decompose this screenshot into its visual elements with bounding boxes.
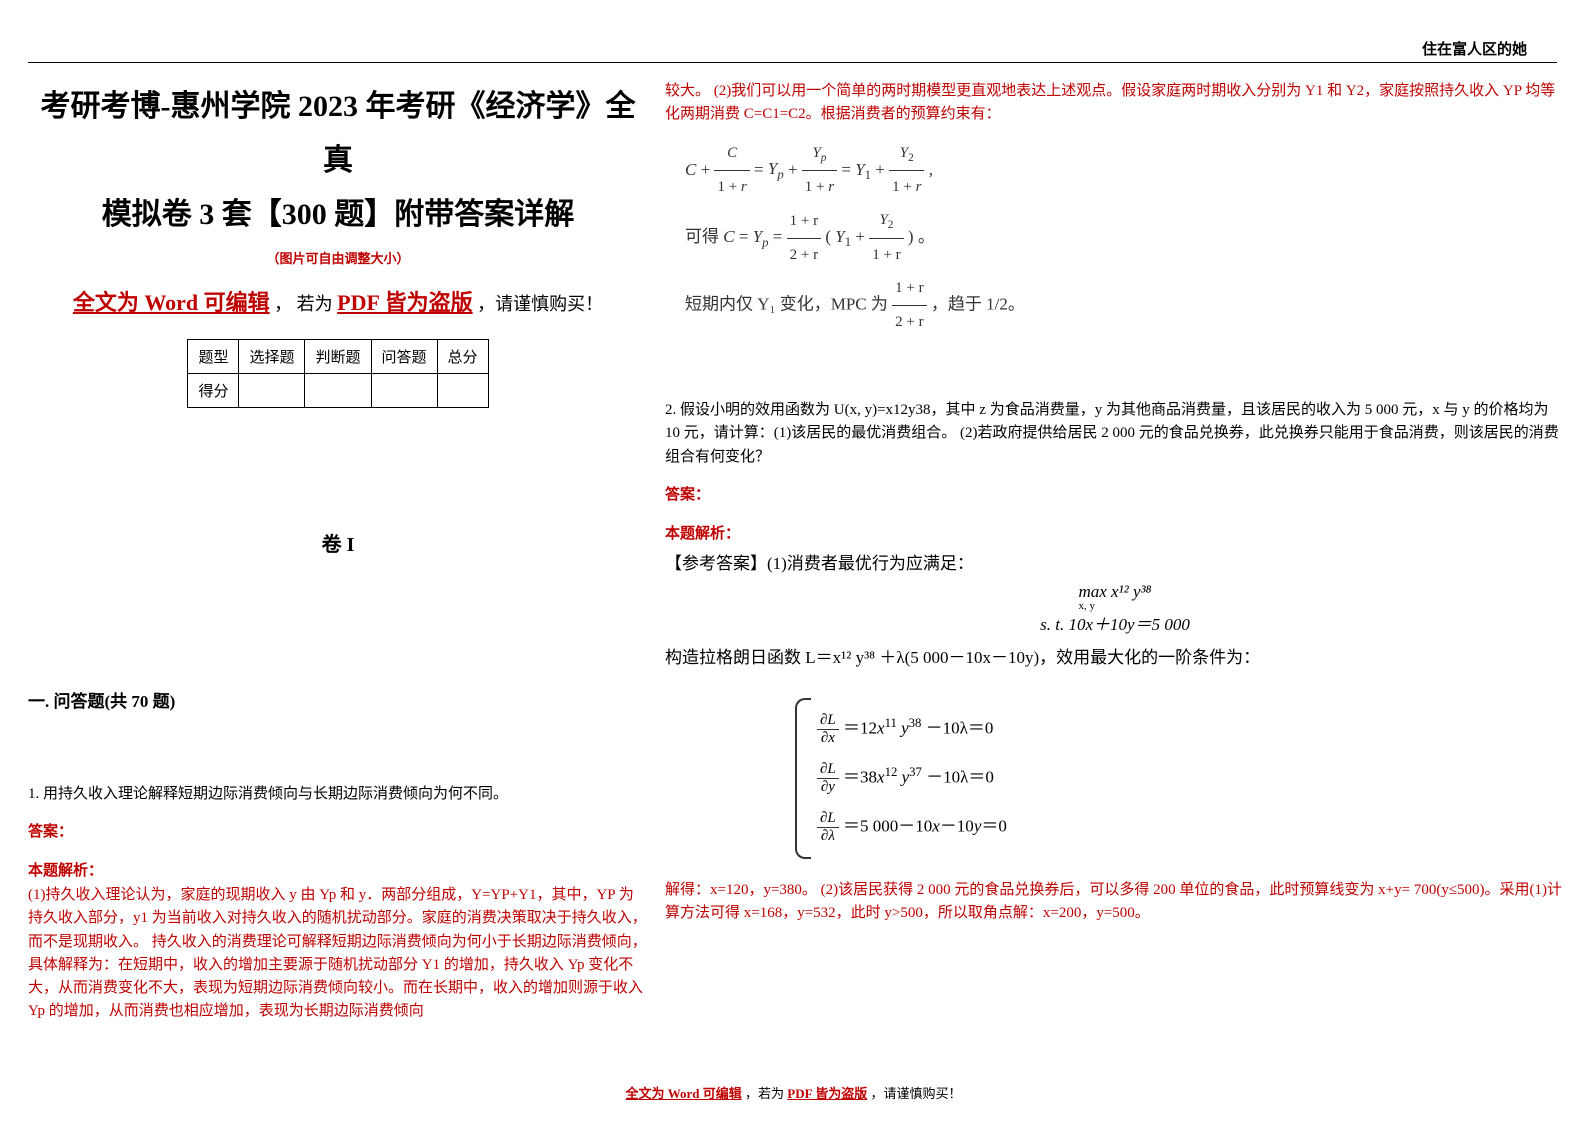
q2-ref-answer: 【参考答案】(1)消费者最优行为应满足： [665, 549, 1565, 574]
foc-row3: ∂L∂λ ＝5 000－10x－10y＝0 [817, 810, 1007, 845]
max-expression: max x¹² y³⁸ x, y [665, 582, 1565, 602]
eq-line3-tail: ，趋于 1/2。 [931, 294, 1025, 313]
row-score-label: 得分 [188, 374, 239, 408]
eq-line3-pre: 短期内仅 Y₁ 变化，MPC 为 [685, 294, 888, 313]
editable-notice: 全文为 Word 可编辑 ， 若为 PDF 皆为盗版 ，请谨慎购买！ [28, 285, 648, 317]
q1-analysis-label: 本题解析： [28, 859, 648, 880]
max-sub: x, y [1078, 600, 1095, 612]
header-tag: 住在富人区的她 [1422, 38, 1527, 59]
footer-word-label: 全文为 Word 可编辑 [625, 1086, 741, 1101]
foc-row2: ∂L∂y ＝38x12 y37 －10λ＝0 [817, 761, 1007, 796]
eq-line2-pre: 可得 [685, 227, 723, 246]
foc-system: ∂L∂x ＝12x11 y38 －10λ＝0 ∂L∂y ＝38x12 y37 －… [795, 698, 1007, 859]
doc-title-line1: 考研考博-惠州学院 2023 年考研《经济学》全真 [28, 80, 648, 188]
math-budget-equations: C + C1 + r = Yp + Yp1 + r = Y1 + Y21 + r… [685, 137, 1565, 340]
max-expr-text: max x¹² y³⁸ [1078, 582, 1151, 601]
q2-text: 2. 假设小明的效用函数为 U(x, y)=x12y38，其中 z 为食品消费量… [665, 399, 1565, 469]
editable-tail: ，请谨慎购买！ [477, 294, 603, 314]
q2-answer-label: 答案： [665, 483, 1565, 504]
footer-mid: ，若为 [745, 1086, 784, 1101]
footer-notice: 全文为 Word 可编辑 ，若为 PDF 皆为盗版 ，请谨慎购买！ [0, 1083, 1587, 1102]
subcaption: （图片可自由调整大小） [28, 248, 648, 267]
eq-line1: C + C1 + r = Yp + Yp1 + r = Y1 + Y21 + r… [685, 137, 1565, 205]
footer-tail: ，请谨慎购买！ [871, 1086, 962, 1101]
section-header: 一. 问答题(共 70 题) [28, 687, 648, 712]
eq-line2: 可得 C = Yp = 1 + r2 + r ( Y1 + Y21 + r ) … [685, 204, 1565, 272]
pdf-pirate-label: PDF 皆为盗版 [337, 290, 472, 315]
paper-label: 卷 I [28, 528, 648, 557]
header-divider [28, 62, 1557, 63]
th-total: 总分 [437, 340, 488, 374]
footer-pdf-label: PDF 皆为盗版 [787, 1086, 867, 1101]
cell-empty [371, 374, 437, 408]
th-choice: 选择题 [239, 340, 305, 374]
q1-text: 1. 用持久收入理论解释短期边际消费倾向与长期边际消费倾向为何不同。 [28, 782, 648, 806]
cell-empty [239, 374, 305, 408]
word-editable-label: 全文为 Word 可编辑 [73, 290, 270, 315]
right-column: 较大。 (2)我们可以用一个简单的两时期模型更直观地表达上述观点。假设家庭两时期… [665, 80, 1565, 925]
editable-mid: ， 若为 [274, 294, 333, 314]
cell-empty [437, 374, 488, 408]
q1-answer-label: 答案： [28, 820, 648, 841]
q1-continuation: 较大。 (2)我们可以用一个简单的两时期模型更直观地表达上述观点。假设家庭两时期… [665, 80, 1565, 127]
foc-row1: ∂L∂x ＝12x11 y38 －10λ＝0 [817, 712, 1007, 747]
th-type: 题型 [188, 340, 239, 374]
eq-line3: 短期内仅 Y₁ 变化，MPC 为 1 + r2 + r ，趋于 1/2。 [685, 272, 1565, 339]
table-row: 得分 [188, 374, 488, 408]
cell-empty [305, 374, 371, 408]
q1-analysis-body: (1)持久收入理论认为，家庭的现期收入 y 由 Yp 和 y．两部分组成，Y=Y… [28, 884, 648, 1024]
lagrange-line: 构造拉格朗日函数 L＝x¹² y³⁸ ＋λ(5 000－10x－10y)，效用最… [665, 643, 1565, 668]
th-judge: 判断题 [305, 340, 371, 374]
subject-to: s. t. 10x＋10y＝5 000 [665, 610, 1565, 635]
doc-title-line2: 模拟卷 3 套【300 题】附带答案详解 [28, 188, 648, 242]
th-qa: 问答题 [371, 340, 437, 374]
score-table: 题型 选择题 判断题 问答题 总分 得分 [187, 339, 488, 408]
q2-result: 解得：x=120，y=380。 (2)该居民获得 2 000 元的食品兑换券后，… [665, 879, 1565, 926]
q2-analysis-label: 本题解析： [665, 522, 1565, 543]
table-row: 题型 选择题 判断题 问答题 总分 [188, 340, 488, 374]
left-column: 考研考博-惠州学院 2023 年考研《经济学》全真 模拟卷 3 套【300 题】… [28, 80, 648, 1024]
